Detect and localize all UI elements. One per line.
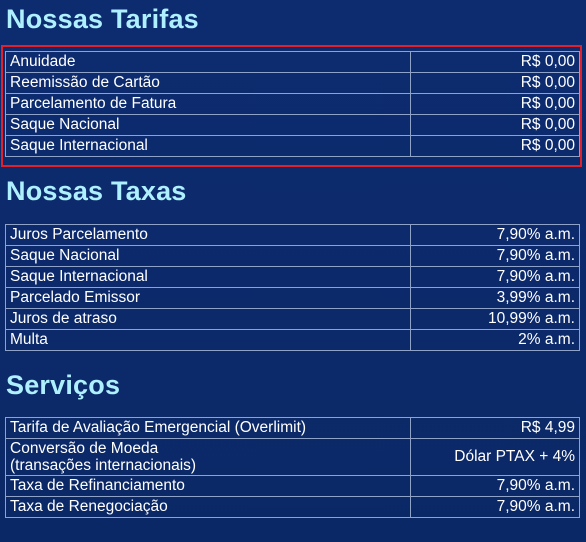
table-row: Conversão de Moeda (transações internaci… [5,438,580,476]
row-value: 7,90% a.m. [410,245,580,267]
row-label: Tarifa de Avaliação Emergencial (Overlim… [5,417,411,439]
row-label: Juros Parcelamento [5,224,411,246]
row-label: Saque Internacional [5,266,411,288]
row-label: Parcelamento de Fatura [5,93,411,115]
table-row: Saque Nacional 7,90% a.m. [5,245,580,267]
row-label-line: (transações internacionais) [10,457,197,474]
row-label: Taxa de Refinanciamento [5,475,411,497]
row-value: 2% a.m. [410,329,580,351]
table-row: Anuidade R$ 0,00 [5,51,580,73]
row-value: 7,90% a.m. [410,224,580,246]
row-label-line: Conversão de Moeda [10,440,159,457]
row-label: Parcelado Emissor [5,287,411,309]
row-value: R$ 0,00 [410,93,580,115]
row-value: R$ 4,99 [410,417,580,439]
table-row: Taxa de Renegociação 7,90% a.m. [5,496,580,518]
row-value: 7,90% a.m. [410,266,580,288]
row-label: Saque Nacional [5,114,411,136]
servicos-table: Tarifa de Avaliação Emergencial (Overlim… [5,417,580,518]
table-row: Tarifa de Avaliação Emergencial (Overlim… [5,417,580,439]
row-value: 7,90% a.m. [410,496,580,518]
table-row: Juros de atraso 10,99% a.m. [5,308,580,330]
row-value: 3,99% a.m. [410,287,580,309]
taxas-table: Juros Parcelamento 7,90% a.m. Saque Naci… [5,224,580,351]
row-value: 7,90% a.m. [410,475,580,497]
tarifas-title: Nossas Tarifas [6,4,199,34]
taxas-title: Nossas Taxas [6,176,187,206]
table-row: Parcelado Emissor 3,99% a.m. [5,287,580,309]
table-row: Saque Internacional R$ 0,00 [5,135,580,157]
table-row: Taxa de Refinanciamento 7,90% a.m. [5,475,580,497]
row-label-multiline: Conversão de Moeda (transações internaci… [5,438,411,476]
table-row: Reemissão de Cartão R$ 0,00 [5,72,580,94]
row-value: R$ 0,00 [410,135,580,157]
table-row: Multa 2% a.m. [5,329,580,351]
servicos-title: Serviços [6,370,121,400]
row-value: 10,99% a.m. [410,308,580,330]
table-row: Saque Internacional 7,90% a.m. [5,266,580,288]
table-row: Saque Nacional R$ 0,00 [5,114,580,136]
row-label: Multa [5,329,411,351]
table-row: Juros Parcelamento 7,90% a.m. [5,224,580,246]
row-label: Juros de atraso [5,308,411,330]
row-value: R$ 0,00 [410,72,580,94]
row-label: Taxa de Renegociação [5,496,411,518]
row-label: Saque Nacional [5,245,411,267]
row-label: Anuidade [5,51,411,73]
table-row: Parcelamento de Fatura R$ 0,00 [5,93,580,115]
row-value: R$ 0,00 [410,114,580,136]
tarifas-table: Anuidade R$ 0,00 Reemissão de Cartão R$ … [5,51,580,157]
row-value: Dólar PTAX + 4% [410,438,580,476]
row-label: Saque Internacional [5,135,411,157]
row-label: Reemissão de Cartão [5,72,411,94]
row-value: R$ 0,00 [410,51,580,73]
